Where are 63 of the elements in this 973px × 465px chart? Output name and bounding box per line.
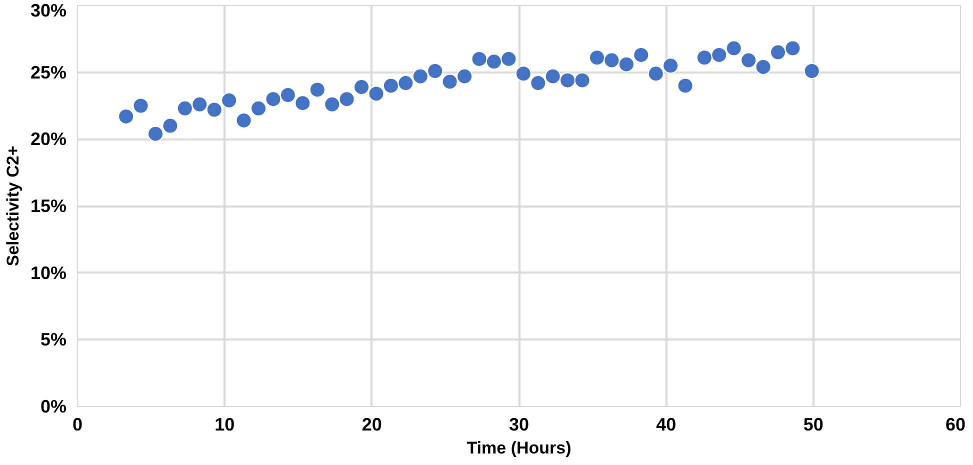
point [236, 112, 252, 128]
y-tick-label: 25% [30, 62, 67, 82]
point [192, 96, 208, 112]
point [560, 72, 576, 88]
y-tick-label: 10% [30, 262, 67, 283]
point [338, 91, 355, 108]
x-tick-label: 20 [362, 414, 382, 434]
point [354, 79, 370, 96]
x-tick-label: 50 [803, 414, 824, 434]
point [471, 50, 488, 67]
point [677, 78, 694, 94]
point [398, 75, 414, 92]
point [206, 102, 222, 118]
point [148, 126, 164, 142]
point [486, 54, 502, 70]
point [711, 46, 728, 63]
x-tick-label: 60 [945, 414, 966, 434]
point [574, 72, 590, 88]
point [740, 52, 757, 68]
y-axis-title: Selectivity C2+ [3, 146, 22, 266]
point [500, 50, 517, 67]
point [456, 68, 473, 84]
point [382, 78, 399, 94]
point [427, 63, 444, 79]
y-tick-label: 30% [30, 0, 67, 20]
point [726, 40, 742, 56]
y-tick-label: 5% [40, 330, 66, 350]
point [544, 68, 561, 84]
point [176, 100, 193, 116]
point [118, 108, 134, 124]
y-tick-label: 0% [40, 396, 66, 416]
point [604, 52, 620, 68]
point [294, 95, 311, 112]
point [648, 66, 664, 82]
point [515, 66, 532, 82]
point [804, 63, 820, 79]
point [784, 40, 801, 56]
point [530, 75, 546, 92]
point [412, 68, 428, 84]
point [280, 87, 296, 104]
point [221, 92, 238, 108]
x-tick-label: 30 [508, 414, 530, 434]
y-tick-label: 20% [30, 129, 67, 150]
point [250, 100, 267, 116]
point [770, 44, 786, 60]
point [162, 118, 178, 134]
point [755, 59, 772, 75]
point [442, 74, 458, 90]
point [265, 91, 282, 108]
point [618, 56, 634, 72]
point [589, 50, 605, 66]
point [132, 98, 149, 114]
x-axis-title: Time (Hours) [466, 438, 572, 458]
point [309, 82, 326, 98]
x-tick-label: 0 [72, 414, 83, 434]
point [662, 58, 679, 74]
x-tick-label: 40 [656, 414, 676, 434]
y-tick-label: 15% [30, 196, 67, 216]
point [696, 50, 712, 66]
point [633, 46, 650, 63]
point [324, 96, 340, 112]
x-tick-label: 10 [214, 414, 235, 434]
point [368, 86, 384, 102]
